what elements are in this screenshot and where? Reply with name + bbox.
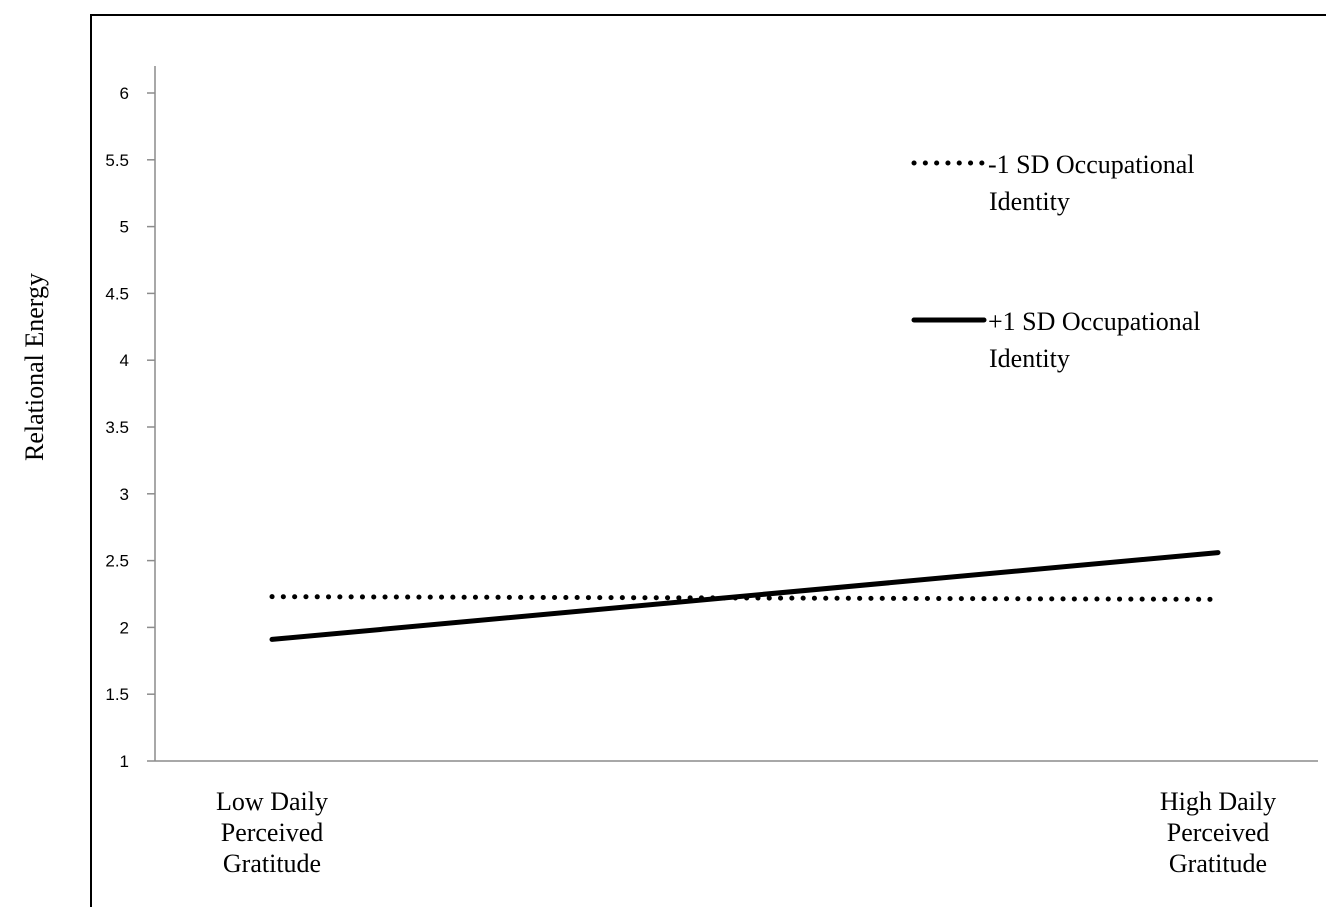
- x-category-labels: Low Daily Perceived Gratitude High Daily Per…: [216, 787, 1276, 878]
- y-ticks: 1 1.5 2 2.5 3 3.5 4 4.5 5 5.5 6: [105, 84, 155, 771]
- y-axis-label-group: Relational Energy: [20, 273, 49, 461]
- y-tick-label: 4: [120, 351, 129, 370]
- legend-item: +1 SD Occupational Identity: [914, 307, 1201, 373]
- y-tick-label: 5.5: [105, 151, 129, 170]
- x-category-label: High Daily Perceived Gratitude: [1160, 787, 1276, 878]
- y-tick-label: 5: [120, 218, 129, 237]
- legend: -1 SD Occupational Identity +1 SD Occupati…: [914, 150, 1201, 373]
- series-2: [272, 552, 1218, 639]
- legend-item: -1 SD Occupational Identity: [914, 150, 1195, 216]
- y-axis-label: Relational Energy: [20, 273, 49, 461]
- legend-label: +1 SD Occupational Identity: [988, 307, 1201, 373]
- y-tick-label: 3: [120, 485, 129, 504]
- y-tick-label: 2.5: [105, 552, 129, 571]
- series-layer: [272, 552, 1218, 639]
- y-tick-label: 2: [120, 618, 129, 637]
- y-tick-label: 4.5: [105, 284, 129, 303]
- series-line: [272, 553, 1218, 640]
- x-category-label: Low Daily Perceived Gratitude: [216, 787, 328, 878]
- y-tick-label: 1: [120, 752, 129, 771]
- y-tick-label: 3.5: [105, 418, 129, 437]
- legend-label: -1 SD Occupational Identity: [988, 150, 1195, 216]
- y-tick-label: 6: [120, 84, 129, 103]
- y-tick-label: 1.5: [105, 685, 129, 704]
